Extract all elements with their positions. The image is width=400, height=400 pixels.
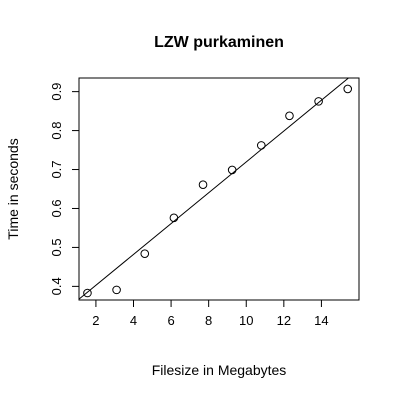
data-point [256, 141, 266, 150]
x-tick-label: 12 [277, 313, 291, 328]
x-tick-label: 2 [92, 313, 99, 328]
x-tick-label: 4 [130, 313, 137, 328]
data-point [83, 288, 92, 298]
chart-title: LZW purkaminen [154, 34, 284, 51]
y-tick-label: 0.4 [49, 277, 64, 295]
y-axis-label: Time in seconds [5, 138, 21, 239]
regression-line [79, 78, 350, 300]
y-tick-label: 0.8 [49, 122, 64, 140]
data-point [169, 213, 179, 223]
y-axis: 0.4 0.5 0.6 0.7 0.8 0.9 [49, 83, 79, 295]
x-axis-label: Filesize in Megabytes [152, 362, 287, 378]
x-axis: 2 4 6 8 10 12 14 [92, 300, 329, 328]
data-point [343, 84, 353, 94]
plot-area [79, 78, 353, 300]
data-point [140, 249, 150, 258]
plot-frame [78, 77, 360, 301]
y-tick-label: 0.6 [49, 199, 64, 217]
y-tick-label: 0.7 [49, 160, 64, 178]
data-point [285, 111, 294, 121]
x-tick-label: 10 [239, 313, 253, 328]
data-point [112, 285, 121, 295]
y-tick-label: 0.9 [49, 83, 64, 101]
data-point [198, 180, 208, 190]
x-tick-label: 14 [314, 313, 328, 328]
data-point [314, 97, 323, 106]
data-point [227, 165, 237, 175]
x-tick-label: 8 [205, 313, 212, 328]
y-tick-label: 0.5 [49, 238, 64, 256]
x-tick-label: 6 [167, 313, 174, 328]
